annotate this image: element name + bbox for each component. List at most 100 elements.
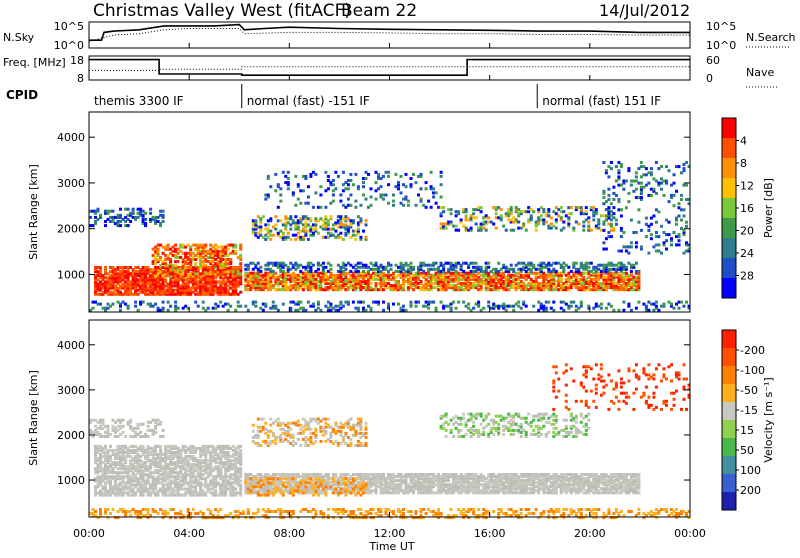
- range-cell: [592, 218, 595, 221]
- range-cell: [678, 239, 681, 242]
- range-cell: [480, 274, 483, 277]
- range-cell: [655, 221, 658, 224]
- freq-left-tick-bottom: 8: [77, 72, 84, 85]
- range-cell: [342, 305, 345, 308]
- range-cell: [239, 291, 242, 294]
- range-cell: [370, 282, 373, 285]
- range-cell: [169, 258, 172, 261]
- range-cell: [324, 215, 327, 218]
- range-cell: [277, 309, 280, 312]
- range-cell: [520, 307, 523, 310]
- range-cell: [655, 161, 658, 164]
- range-cell: [359, 217, 362, 220]
- range-cell: [410, 301, 413, 304]
- range-cell: [680, 219, 683, 222]
- range-cell: [239, 467, 242, 470]
- range-cell: [229, 258, 232, 261]
- freq-right-tick-bottom: 0: [706, 72, 713, 85]
- range-cell: [627, 192, 630, 195]
- colorbar-swatch: [722, 218, 736, 239]
- freq-right-tick-top: 60: [706, 54, 720, 67]
- range-cell: [329, 303, 332, 306]
- range-cell: [482, 307, 485, 310]
- range-cell: [540, 282, 543, 285]
- range-cell: [575, 262, 578, 265]
- range-cell: [497, 262, 500, 265]
- freq-left-label: Freq. [MHz]: [3, 56, 66, 69]
- range-cell: [410, 177, 413, 180]
- range-cell: [274, 173, 277, 176]
- range-cell: [362, 301, 365, 304]
- range-cell: [362, 181, 365, 184]
- range-cell: [612, 227, 615, 230]
- beam-label: Beam 22: [341, 1, 417, 21]
- noise-panel: N.Sky N.Search 10^5 10^0 10^5 10^0: [3, 20, 796, 52]
- range-cell: [365, 309, 368, 312]
- range-cell: [119, 285, 122, 288]
- range-cell: [174, 264, 177, 267]
- range-cell: [204, 244, 207, 247]
- range-cell: [480, 223, 483, 226]
- range-cell: [365, 198, 368, 201]
- range-cell: [387, 171, 390, 174]
- range-cell: [650, 194, 653, 197]
- range-cell: [277, 183, 280, 186]
- range-cell: [307, 301, 310, 304]
- range-cell: [267, 175, 270, 178]
- range-cell: [142, 445, 145, 448]
- range-cell: [547, 208, 550, 211]
- range-cell: [442, 210, 445, 213]
- range-cell: [502, 225, 505, 228]
- range-cell: [367, 173, 370, 176]
- range-cell: [324, 171, 327, 174]
- range-cell: [119, 224, 122, 227]
- range-cell: [570, 305, 573, 308]
- range-cell: [279, 219, 282, 222]
- range-cell: [605, 248, 608, 251]
- range-cell: [339, 232, 342, 235]
- range-cell: [602, 241, 605, 244]
- range-cell: [307, 196, 310, 199]
- range-cell: [92, 307, 95, 310]
- range-cell: [324, 266, 327, 269]
- range-cell: [177, 275, 180, 278]
- range-cell: [645, 167, 648, 170]
- range-cell: [319, 206, 322, 209]
- range-cell: [680, 301, 683, 304]
- range-cell: [177, 260, 180, 263]
- range-cell: [274, 228, 277, 231]
- range-cell: [487, 301, 490, 304]
- range-cell: [297, 183, 300, 186]
- range-cell: [637, 221, 640, 224]
- range-cell: [612, 309, 615, 312]
- colorbar-label: Power [dB]: [762, 178, 775, 238]
- range-cell: [104, 224, 107, 227]
- range-cell: [480, 309, 483, 312]
- range-cell: [119, 270, 122, 273]
- range-cell: [407, 204, 410, 207]
- range-cell: [169, 305, 172, 308]
- range-cell: [663, 194, 666, 197]
- range-cell: [119, 220, 122, 223]
- range-cell: [197, 305, 200, 308]
- power-ylabel: Slant Range [km]: [27, 164, 40, 260]
- range-cell: [332, 200, 335, 203]
- range-cell: [264, 303, 267, 306]
- range-cell: [359, 280, 362, 283]
- range-cell: [314, 191, 317, 194]
- range-cell: [663, 303, 666, 306]
- colorbar-tick-label: 4: [740, 135, 747, 148]
- range-cell: [144, 218, 147, 221]
- range-cell: [299, 189, 302, 192]
- range-cell: [627, 200, 630, 203]
- range-cell: [555, 227, 558, 230]
- range-cell: [104, 266, 107, 269]
- range-cell: [420, 280, 423, 283]
- range-cell: [587, 266, 590, 269]
- range-cell: [359, 266, 362, 269]
- range-cell: [162, 214, 165, 217]
- range-cell: [405, 185, 408, 188]
- range-cell: [668, 233, 671, 236]
- range-cell: [617, 175, 620, 178]
